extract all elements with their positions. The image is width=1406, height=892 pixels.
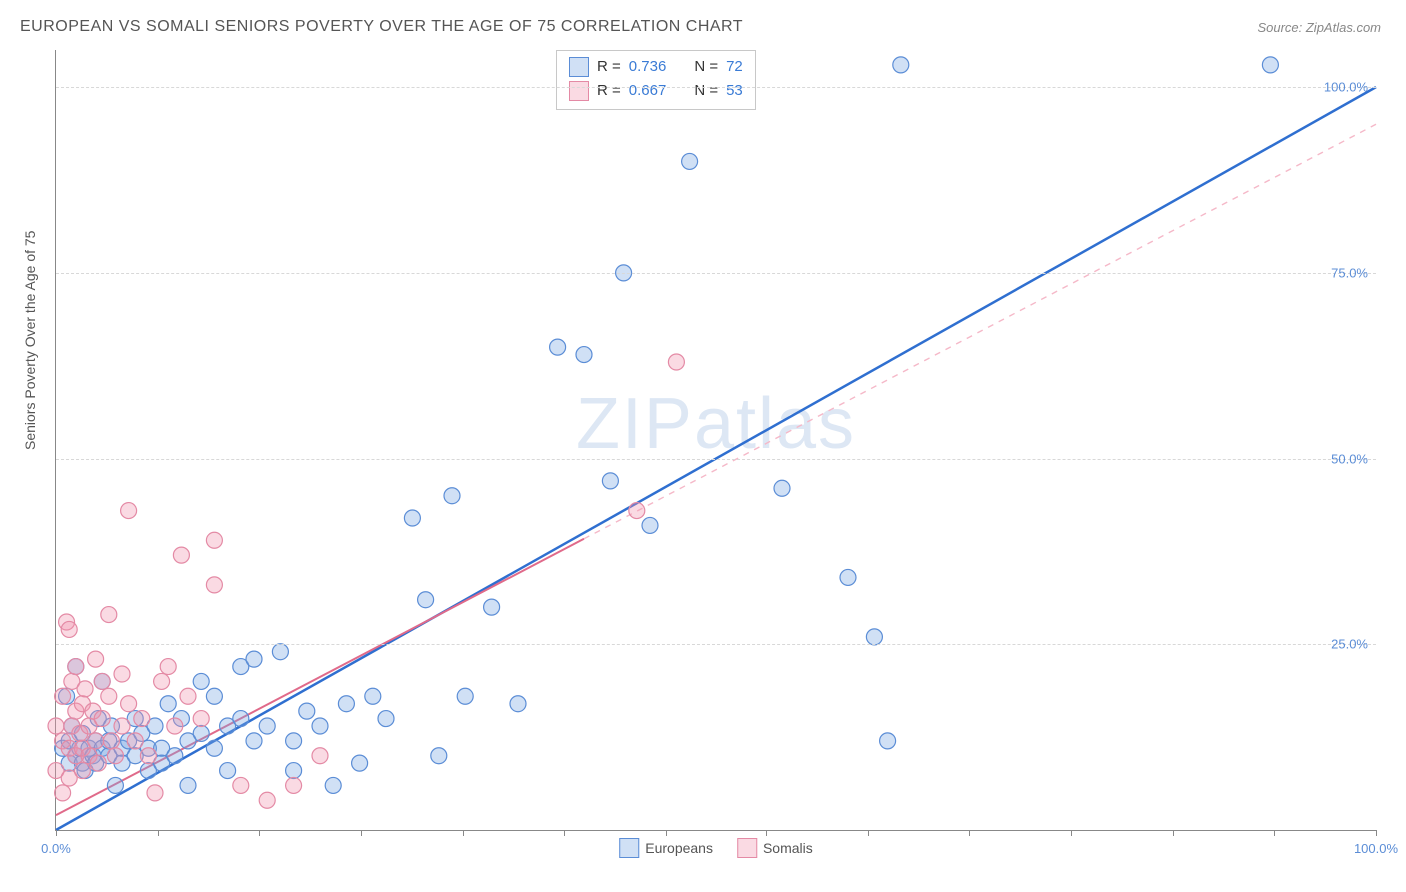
- x-tick: [766, 830, 767, 836]
- chart-title: EUROPEAN VS SOMALI SENIORS POVERTY OVER …: [20, 18, 743, 36]
- series-legend: Europeans Somalis: [619, 838, 813, 858]
- x-tick: [564, 830, 565, 836]
- legend-row-europeans: R = 0.736 N = 72: [569, 55, 743, 79]
- x-tick: [969, 830, 970, 836]
- x-tick-label: 0.0%: [41, 841, 71, 856]
- x-tick: [1274, 830, 1275, 836]
- y-tick-label: 25.0%: [1331, 637, 1368, 652]
- gridline: [56, 87, 1376, 88]
- x-tick: [868, 830, 869, 836]
- x-tick: [1071, 830, 1072, 836]
- legend-r-europeans: 0.736: [629, 55, 667, 79]
- gridline: [56, 273, 1376, 274]
- legend-r-label: R =: [597, 79, 621, 103]
- legend-swatch-europeans-icon: [619, 838, 639, 858]
- x-tick: [666, 830, 667, 836]
- y-tick-label: 50.0%: [1331, 451, 1368, 466]
- legend-r-somalis: 0.667: [629, 79, 667, 103]
- legend-label-somalis: Somalis: [763, 840, 813, 856]
- x-tick: [158, 830, 159, 836]
- x-tick: [1173, 830, 1174, 836]
- source-attribution: Source: ZipAtlas.com: [1257, 20, 1381, 35]
- x-tick: [259, 830, 260, 836]
- legend-row-somalis: R = 0.667 N = 53: [569, 79, 743, 103]
- x-tick: [463, 830, 464, 836]
- x-tick: [1376, 830, 1377, 836]
- x-tick-label: 100.0%: [1354, 841, 1398, 856]
- y-axis-label: Seniors Poverty Over the Age of 75: [22, 231, 38, 450]
- plot-area: ZIPatlas R = 0.736 N = 72 R = 0.667 N = …: [55, 50, 1376, 831]
- chart-svg: [56, 50, 1376, 830]
- legend-swatch-europeans: [569, 57, 589, 77]
- x-tick: [56, 830, 57, 836]
- gridline: [56, 644, 1376, 645]
- legend-n-somalis: 53: [726, 79, 743, 103]
- legend-swatch-somalis: [569, 81, 589, 101]
- gridline: [56, 459, 1376, 460]
- legend-swatch-somalis-icon: [737, 838, 757, 858]
- legend-item-somalis: Somalis: [737, 838, 813, 858]
- y-tick-label: 100.0%: [1324, 80, 1368, 95]
- legend-item-europeans: Europeans: [619, 838, 713, 858]
- x-tick: [361, 830, 362, 836]
- legend-label-europeans: Europeans: [645, 840, 713, 856]
- legend-r-label: R =: [597, 55, 621, 79]
- legend-n-label: N =: [694, 55, 718, 79]
- legend-n-label: N =: [694, 79, 718, 103]
- correlation-legend: R = 0.736 N = 72 R = 0.667 N = 53: [556, 50, 756, 110]
- legend-n-europeans: 72: [726, 55, 743, 79]
- y-tick-label: 75.0%: [1331, 265, 1368, 280]
